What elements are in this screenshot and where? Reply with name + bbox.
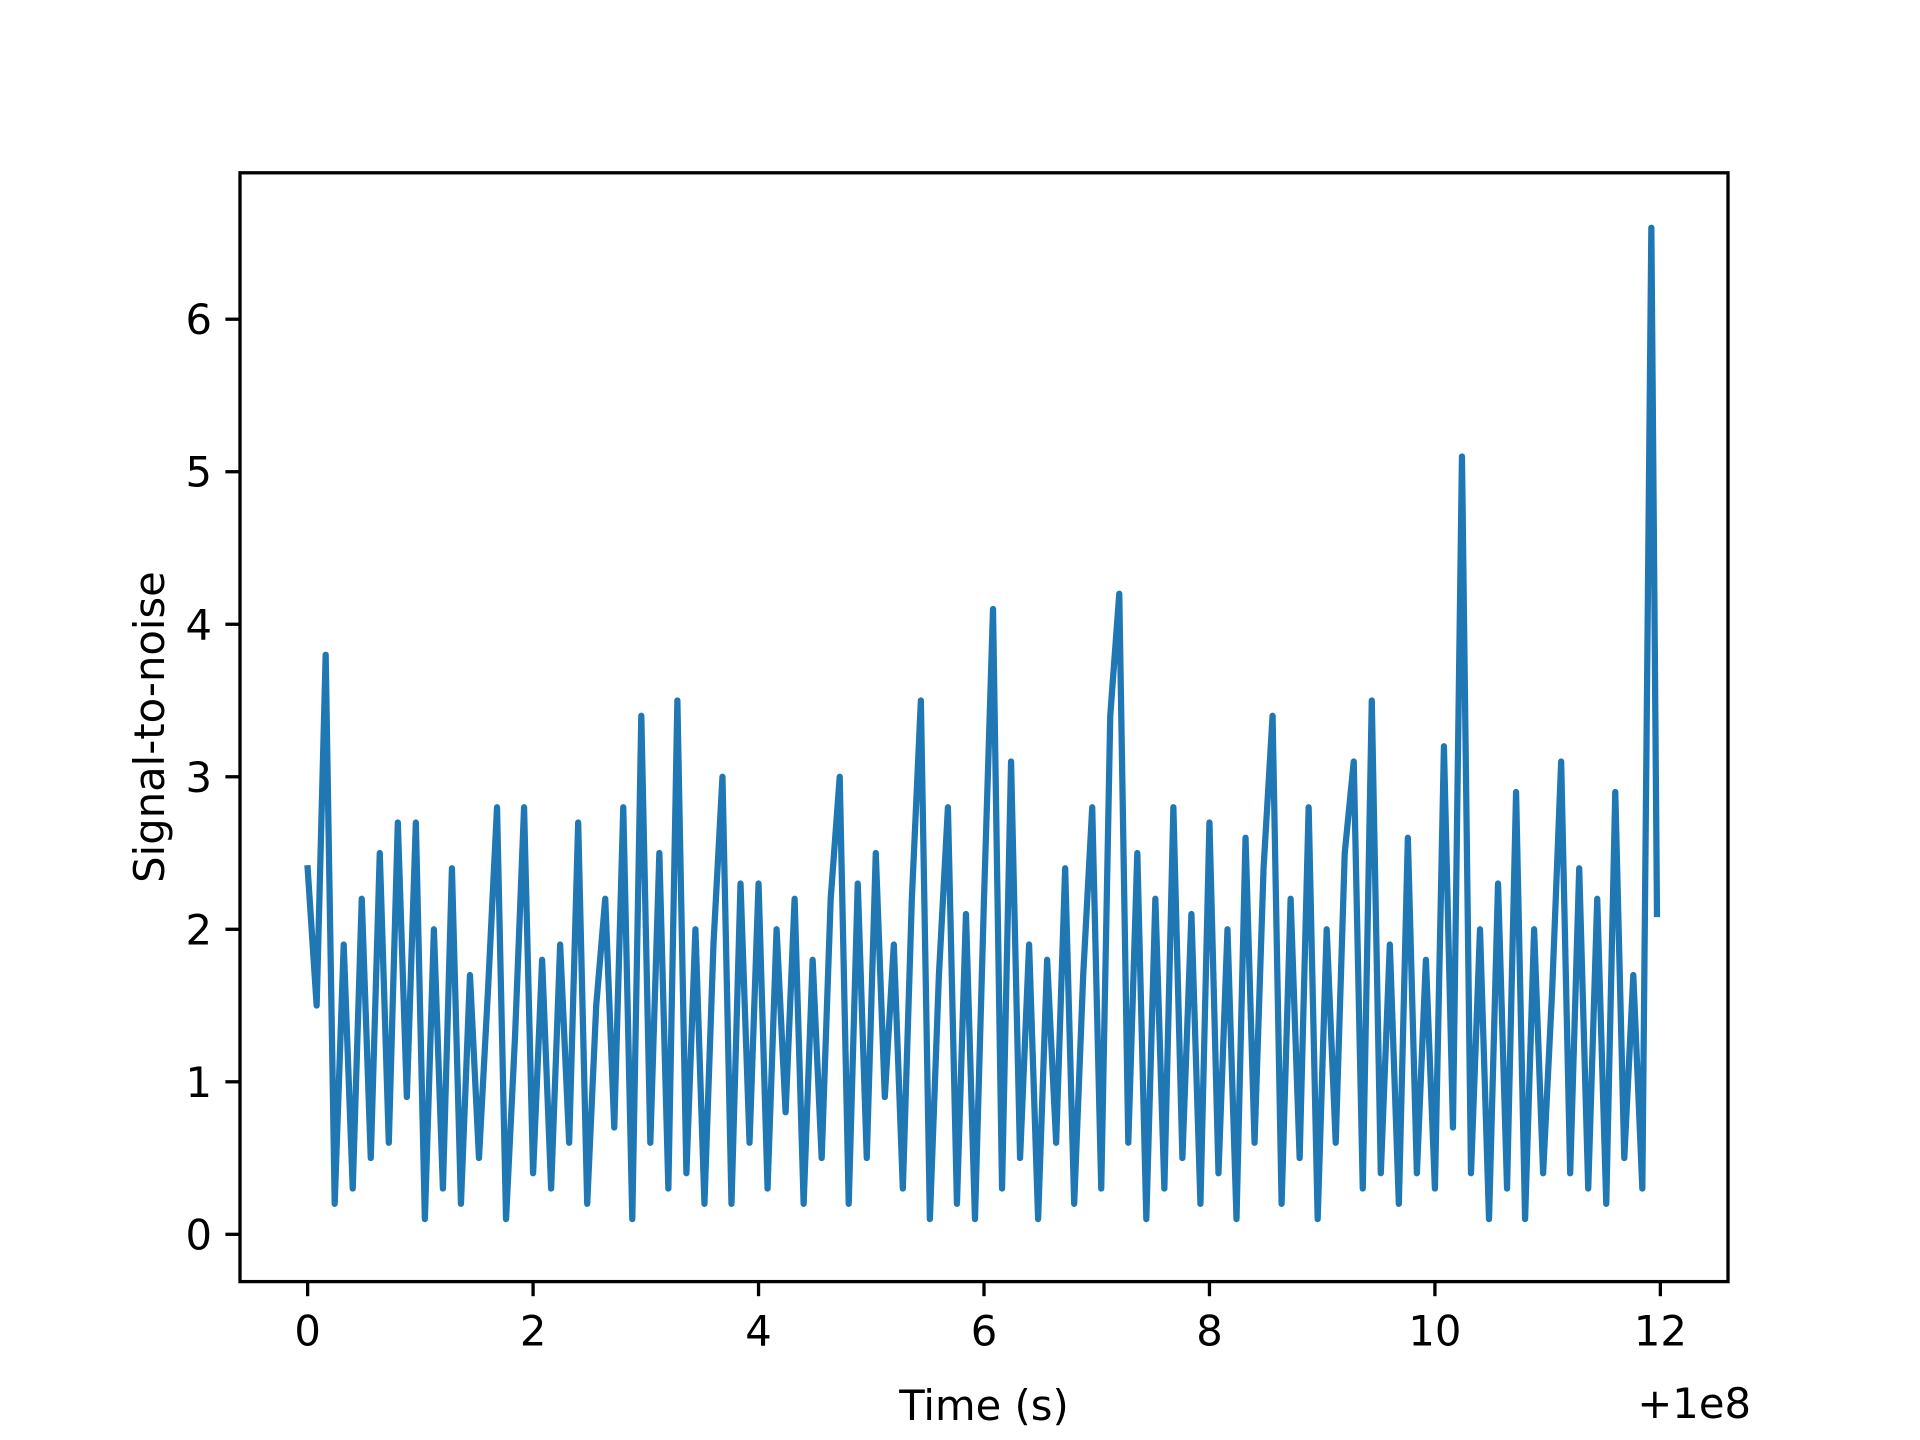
x-tick-label: 0 — [294, 1307, 321, 1356]
signal-line — [304, 224, 1661, 1223]
y-tick-label: 5 — [185, 448, 212, 497]
x-tick-label: 6 — [971, 1307, 998, 1356]
y-tick-label: 6 — [185, 295, 212, 344]
x-axis-label: Time (s) — [898, 1381, 1069, 1430]
axes-frame — [238, 171, 1730, 1284]
y-tick-label: 4 — [185, 600, 212, 649]
x-tick-label: 10 — [1408, 1307, 1461, 1356]
y-tick-label: 3 — [185, 753, 212, 802]
y-tick-label: 1 — [185, 1058, 212, 1107]
x-offset-label: +1e8 — [1637, 1379, 1751, 1428]
y-axis-label: Signal-to-noise — [125, 571, 174, 883]
y-tick-label: 2 — [185, 905, 212, 954]
x-tick-label: 12 — [1634, 1307, 1687, 1356]
y-tick-label: 0 — [185, 1210, 212, 1259]
x-tick-label: 2 — [520, 1307, 547, 1356]
x-tick-label: 8 — [1196, 1307, 1223, 1356]
x-tick-label: 4 — [745, 1307, 772, 1356]
